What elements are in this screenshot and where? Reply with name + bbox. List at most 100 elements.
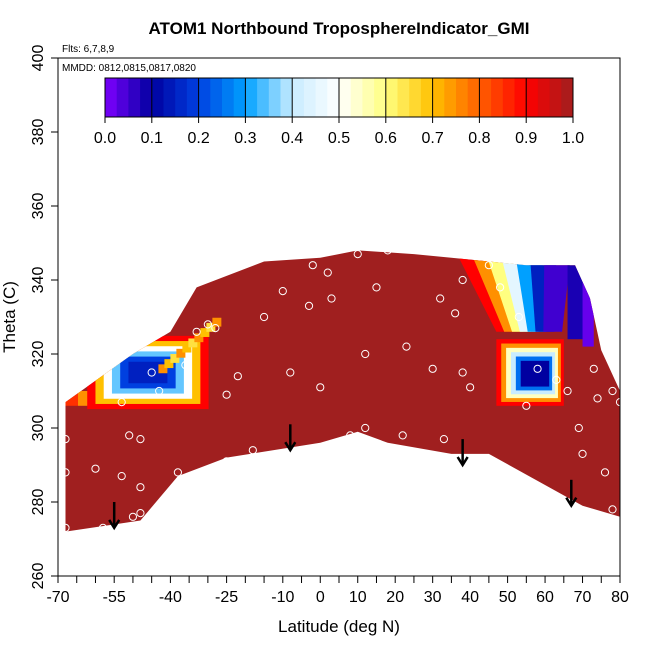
y-tick-label: 320: [30, 341, 47, 368]
sample-point: [128, 512, 138, 521]
x-tick-label: 30: [424, 589, 442, 606]
sample-point: [353, 250, 362, 259]
colorbar-tick-label: 0.1: [141, 130, 163, 147]
colorbar-cell: [245, 78, 258, 117]
sample-point: [91, 464, 100, 473]
colorbar-cell: [549, 78, 562, 117]
sample-point: [323, 268, 332, 277]
colorbar-cell: [385, 78, 398, 117]
chart-title: ATOM1 Northbound TroposphereIndicator_GM…: [149, 19, 530, 38]
feature-cell: [206, 322, 216, 332]
sample-point: [61, 435, 70, 444]
x-tick-label: 40: [461, 589, 479, 606]
x-tick-label: 60: [536, 589, 554, 606]
sample-point: [248, 446, 257, 455]
sample-point: [608, 386, 617, 396]
sample-point: [533, 364, 542, 373]
sample-point: [522, 401, 531, 410]
colorbar-cell: [163, 78, 176, 117]
feature-cell: [582, 280, 594, 347]
feature-band: [543, 257, 571, 332]
y-axis-label: Theta (C): [0, 281, 19, 353]
sample-point: [574, 423, 583, 433]
sample-point: [436, 294, 445, 303]
flights-annotation: Flts: 6,7,8,9: [62, 44, 115, 55]
colorbar-cell: [268, 78, 281, 117]
y-axis: 260 280 300 320 340 360 380 400: [30, 45, 58, 590]
colorbar-cell: [116, 78, 129, 117]
colorbar-cell: [374, 78, 387, 117]
y-tick-label: 360: [30, 193, 47, 220]
feature-cell: [520, 360, 550, 387]
colorbar-cell: [514, 78, 527, 117]
x-tick-label: 50: [499, 589, 517, 606]
sample-point: [308, 261, 317, 270]
x-tick-label: 80: [611, 589, 629, 606]
dates-annotation: MMDD: 0812,0815,0817,0820: [62, 63, 196, 74]
sample-point: [203, 320, 212, 329]
colorbar-cell: [327, 78, 340, 117]
feature-cell: [158, 364, 168, 374]
colorbar-cell: [456, 78, 469, 117]
sample-point: [136, 483, 145, 492]
colorbar-cell: [198, 78, 211, 117]
sample-point: [589, 364, 598, 373]
colorbar-tick-label: 0.0: [94, 130, 116, 147]
colorbar-tick-label: 1.0: [562, 130, 584, 147]
colorbar-cell: [397, 78, 410, 117]
sample-point: [496, 283, 505, 292]
sample-point: [125, 431, 134, 440]
colorbar-tick-label: 0.3: [234, 130, 256, 147]
sample-point: [398, 431, 407, 440]
y-tick-label: 400: [30, 45, 47, 72]
sample-point: [361, 349, 370, 359]
flight-arrow: [565, 479, 578, 509]
feature-cell: [188, 338, 198, 348]
sample-point: [514, 312, 523, 322]
arrow-head: [284, 441, 297, 453]
sample-point: [552, 375, 561, 384]
colorbar-cell: [502, 78, 515, 117]
sample-point: [61, 523, 70, 533]
colorbar-tick-label: 0.9: [515, 130, 537, 147]
colorbar-cell: [467, 78, 480, 117]
arrow-head: [565, 497, 578, 509]
colorbar-tick-label: 0.8: [468, 130, 490, 147]
y-tick-label: 260: [30, 563, 47, 590]
sample-point: [484, 261, 493, 270]
flight-arrows: [108, 424, 578, 531]
y-tick-label: 380: [30, 119, 47, 146]
sample-point: [278, 287, 287, 296]
feature-cell: [176, 348, 186, 358]
x-tick-label: -40: [159, 589, 182, 606]
feature-cell: [170, 354, 180, 363]
colorbar-cell: [303, 78, 317, 117]
x-tick-label: 20: [386, 589, 404, 606]
sample-point: [458, 368, 467, 377]
sample-point: [117, 472, 126, 481]
colorbar-cell: [432, 78, 445, 117]
colorbar-cell: [420, 78, 434, 117]
sample-point: [372, 283, 381, 292]
sample-point: [578, 449, 587, 458]
flight-arrow: [108, 502, 121, 531]
sample-point: [428, 364, 437, 373]
sample-point: [346, 431, 355, 440]
sample-point: [585, 261, 595, 270]
x-tick-label: -70: [46, 589, 69, 606]
y-tick-label: 280: [30, 489, 47, 516]
feature-cell: [200, 328, 210, 337]
colorbar-cell: [479, 78, 492, 117]
colorbar-cell: [128, 78, 141, 117]
sample-point: [563, 386, 572, 396]
colorbar-cell: [186, 78, 200, 117]
colorbar-tick-label: 0.4: [281, 130, 303, 147]
sample-point: [192, 327, 201, 336]
sample-point: [383, 246, 392, 255]
colorbar-cell: [537, 78, 551, 117]
sample-point: [259, 312, 269, 322]
colorbar-tick-label: 0.2: [187, 130, 209, 147]
colorbar-cell: [409, 78, 422, 117]
colorbar-cell: [210, 78, 223, 117]
